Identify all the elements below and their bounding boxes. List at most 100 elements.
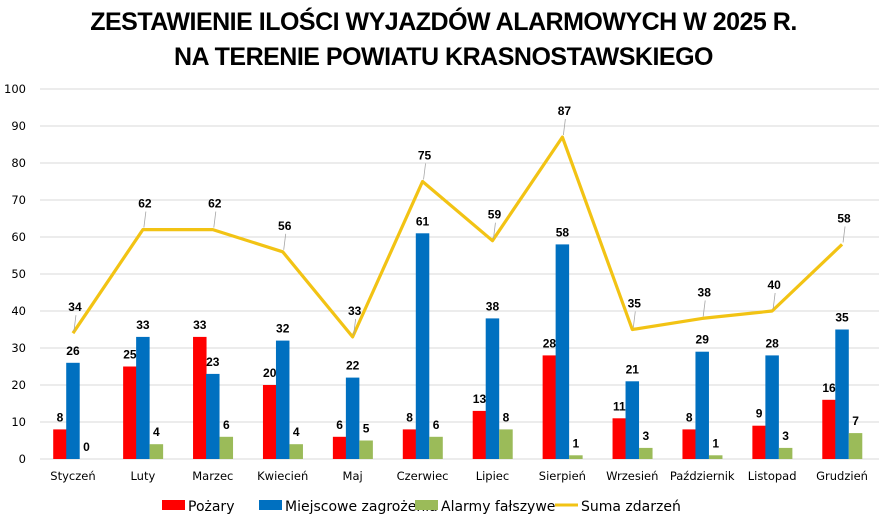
data-label-alarmy-fa-szywe: 0	[83, 440, 90, 454]
bar-alarmy-fa-szywe	[359, 440, 373, 459]
data-label-suma-zdarzen: 62	[138, 197, 152, 211]
x-category-label: Luty	[130, 469, 155, 483]
legend-swatch-miejscowe-zagro-enia	[259, 500, 282, 510]
data-label-alarmy-fa-szywe: 3	[642, 429, 649, 443]
leader-line	[842, 226, 846, 243]
data-label-po-ary: 20	[263, 366, 277, 380]
y-tick-label: 60	[11, 230, 26, 244]
leader-line	[493, 222, 496, 239]
data-label-alarmy-fa-szywe: 1	[573, 436, 580, 450]
legend-label-alarmy-fa-szywe: Alarmy fałszywe	[441, 499, 555, 515]
data-label-suma-zdarzen: 40	[767, 278, 781, 292]
leader-line	[283, 233, 287, 250]
leader-line	[213, 211, 217, 228]
data-label-suma-zdarzen: 33	[348, 304, 362, 318]
bar-po-ary	[752, 425, 766, 459]
data-label-po-ary: 33	[193, 318, 207, 332]
bar-miejscowe-zagro-enia	[275, 340, 290, 459]
bar-po-ary	[612, 418, 627, 459]
data-label-suma-zdarzen: 58	[837, 211, 851, 225]
bar-po-ary	[472, 410, 487, 459]
bar-po-ary	[332, 436, 347, 459]
y-tick-label: 50	[11, 267, 26, 281]
data-label-miejscowe-zagro-enia: 58	[556, 225, 570, 239]
data-label-miejscowe-zagro-enia: 21	[626, 362, 640, 376]
bar-miejscowe-zagro-enia	[625, 381, 640, 459]
data-label-alarmy-fa-szywe: 4	[153, 425, 160, 439]
data-label-po-ary: 16	[822, 381, 836, 395]
y-tick-label: 90	[11, 119, 26, 133]
data-label-alarmy-fa-szywe: 6	[223, 418, 230, 432]
x-category-label: Sierpień	[539, 469, 586, 483]
bar-po-ary	[402, 429, 417, 459]
data-label-alarmy-fa-szywe: 1	[712, 436, 719, 450]
data-label-miejscowe-zagro-enia: 29	[696, 333, 710, 347]
bar-alarmy-fa-szywe	[429, 436, 443, 459]
bar-po-ary	[682, 429, 696, 459]
x-category-label: Lipiec	[476, 469, 510, 483]
leader-line	[772, 292, 776, 310]
bar-miejscowe-zagro-enia	[555, 244, 570, 459]
data-label-miejscowe-zagro-enia: 35	[835, 311, 849, 325]
gridlines	[40, 88, 879, 460]
chart-subtitle: NA TERENIE POWIATU KRASNOSTAWSKIEGO	[174, 43, 714, 71]
bar-alarmy-fa-szywe	[778, 447, 793, 459]
bar-po-ary	[193, 336, 207, 459]
data-label-alarmy-fa-szywe: 6	[433, 418, 440, 432]
data-label-po-ary: 25	[123, 348, 137, 362]
bar-po-ary	[53, 429, 67, 459]
data-label-miejscowe-zagro-enia: 28	[765, 336, 779, 350]
data-label-miejscowe-zagro-enia: 38	[486, 299, 500, 313]
x-category-label: Październik	[670, 469, 735, 483]
x-category-label: Kwiecień	[257, 469, 308, 483]
data-label-po-ary: 6	[336, 418, 343, 432]
chart-title: ZESTAWIENIE ILOŚCI WYJAZDÓW ALARMOWYCH W…	[90, 8, 797, 36]
data-label-alarmy-fa-szywe: 8	[503, 410, 510, 424]
data-label-miejscowe-zagro-enia: 23	[206, 355, 220, 369]
data-label-suma-zdarzen: 59	[488, 208, 502, 222]
x-category-label: Wrzesień	[606, 469, 658, 483]
y-tick-label: 0	[19, 452, 26, 466]
leader-line	[632, 311, 636, 328]
data-label-suma-zdarzen: 38	[698, 285, 712, 299]
data-label-po-ary: 9	[756, 407, 763, 421]
data-label-po-ary: 8	[406, 410, 413, 424]
data-label-suma-zdarzen: 75	[418, 149, 432, 163]
data-label-po-ary: 28	[543, 336, 557, 350]
bar-po-ary	[822, 399, 836, 459]
bar-alarmy-fa-szywe	[219, 436, 234, 459]
total-line	[71, 135, 844, 339]
y-tick-label: 70	[11, 193, 26, 207]
data-label-po-ary: 13	[473, 392, 487, 406]
x-category-label: Listopad	[748, 469, 797, 483]
line-suma-zdarzen	[71, 135, 844, 339]
leader-line	[143, 211, 147, 228]
bar-miejscowe-zagro-enia	[485, 318, 500, 459]
x-category-label: Maj	[343, 469, 363, 483]
data-label-miejscowe-zagro-enia: 22	[346, 359, 360, 373]
y-tick-label: 100	[4, 82, 26, 96]
x-category-label: Czerwiec	[397, 469, 449, 483]
bar-miejscowe-zagro-enia	[765, 355, 779, 459]
bars	[53, 233, 863, 459]
data-label-suma-zdarzen: 56	[278, 219, 292, 233]
bar-miejscowe-zagro-enia	[136, 336, 150, 459]
y-tick-label: 20	[11, 378, 26, 392]
legend-label-po-ary: Pożary	[188, 499, 234, 515]
data-label-suma-zdarzen: 87	[558, 104, 572, 118]
bar-alarmy-fa-szywe	[499, 429, 513, 459]
y-tick-label: 10	[11, 415, 26, 429]
bar-alarmy-fa-szywe	[149, 444, 164, 459]
y-tick-label: 80	[11, 156, 26, 170]
y-tick-label: 30	[11, 341, 26, 355]
bar-alarmy-fa-szywe	[569, 455, 583, 459]
y-axis-ticks: 0 10 20 30 40 50 60 70 80 90 100	[4, 82, 26, 466]
leader-line	[562, 119, 566, 136]
data-label-alarmy-fa-szywe: 5	[363, 422, 370, 436]
legend-swatch-alarmy-fa-szywe	[415, 500, 438, 510]
bar-miejscowe-zagro-enia	[415, 233, 430, 459]
data-label-alarmy-fa-szywe: 3	[782, 429, 789, 443]
data-label-miejscowe-zagro-enia: 33	[136, 318, 150, 332]
leader-line	[73, 315, 77, 332]
